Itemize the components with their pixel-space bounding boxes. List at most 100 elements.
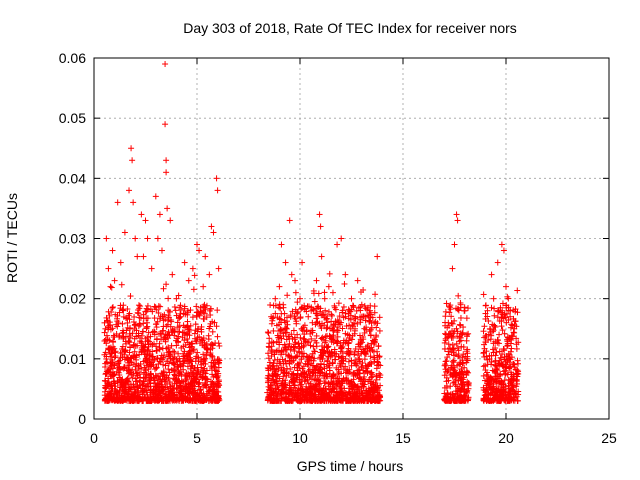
data-point bbox=[126, 310, 133, 317]
data-point bbox=[153, 347, 160, 354]
data-point bbox=[149, 348, 156, 355]
data-point bbox=[278, 310, 285, 317]
data-point bbox=[316, 211, 323, 218]
data-point bbox=[144, 337, 151, 344]
data-point bbox=[108, 362, 115, 369]
data-point bbox=[175, 372, 182, 379]
data-point bbox=[112, 311, 119, 318]
data-point bbox=[122, 387, 129, 394]
data-point bbox=[153, 336, 160, 343]
data-point bbox=[342, 271, 349, 278]
data-point bbox=[138, 348, 145, 355]
data-point bbox=[124, 355, 131, 362]
data-point bbox=[144, 302, 151, 309]
data-point bbox=[463, 315, 470, 322]
data-point bbox=[498, 323, 505, 330]
data-point bbox=[329, 289, 336, 296]
data-point bbox=[156, 211, 163, 218]
data-point bbox=[143, 315, 150, 322]
data-point bbox=[190, 347, 197, 354]
data-point bbox=[115, 319, 122, 326]
data-point bbox=[161, 352, 168, 359]
data-point bbox=[180, 360, 187, 367]
data-point bbox=[170, 397, 177, 404]
data-point bbox=[451, 241, 458, 248]
data-point bbox=[158, 247, 165, 254]
y-tick-label: 0.05 bbox=[59, 110, 86, 126]
data-point bbox=[197, 340, 204, 347]
data-point bbox=[321, 365, 328, 372]
data-point bbox=[167, 323, 174, 330]
data-point bbox=[360, 394, 367, 401]
data-point bbox=[200, 351, 207, 358]
data-point bbox=[334, 241, 341, 248]
data-point bbox=[192, 355, 199, 362]
data-point bbox=[341, 280, 348, 287]
data-point bbox=[115, 358, 122, 365]
data-point bbox=[176, 323, 183, 330]
data-point bbox=[156, 315, 163, 322]
data-point bbox=[186, 332, 193, 339]
data-point bbox=[105, 324, 112, 331]
data-point bbox=[124, 315, 131, 322]
data-point bbox=[164, 205, 171, 212]
data-point bbox=[127, 293, 134, 300]
data-point bbox=[103, 314, 110, 321]
data-point bbox=[115, 397, 122, 404]
data-point bbox=[212, 391, 219, 398]
data-point bbox=[209, 342, 216, 349]
data-point bbox=[149, 308, 156, 315]
data-point bbox=[310, 343, 317, 350]
data-point bbox=[215, 265, 222, 272]
data-point bbox=[142, 367, 149, 374]
data-point bbox=[186, 359, 193, 366]
data-point bbox=[273, 322, 280, 329]
data-point bbox=[181, 373, 188, 380]
data-point bbox=[185, 277, 192, 284]
data-point bbox=[160, 285, 167, 292]
chart-title: Day 303 of 2018, Rate Of TEC Index for r… bbox=[183, 20, 517, 36]
data-point bbox=[143, 325, 150, 332]
data-point bbox=[156, 331, 163, 338]
data-point bbox=[373, 376, 380, 383]
data-point bbox=[267, 302, 274, 309]
data-point bbox=[163, 372, 170, 379]
data-point bbox=[171, 332, 178, 339]
data-point bbox=[322, 379, 329, 386]
data-point bbox=[192, 321, 199, 328]
data-point bbox=[272, 295, 279, 302]
data-point bbox=[125, 366, 132, 373]
data-point bbox=[102, 384, 109, 391]
data-point bbox=[167, 217, 174, 224]
data-point bbox=[163, 345, 170, 352]
data-point bbox=[177, 363, 184, 370]
data-point bbox=[131, 325, 138, 332]
data-point bbox=[171, 360, 178, 367]
data-point bbox=[316, 355, 323, 362]
data-point bbox=[194, 370, 201, 377]
data-point bbox=[363, 324, 370, 331]
x-tick-label: 0 bbox=[90, 430, 98, 446]
data-point bbox=[109, 325, 116, 332]
data-point bbox=[151, 315, 158, 322]
data-point bbox=[153, 343, 160, 350]
data-point bbox=[213, 373, 220, 380]
data-point bbox=[308, 383, 315, 390]
data-point bbox=[265, 350, 272, 357]
data-point bbox=[170, 360, 177, 367]
data-point bbox=[162, 362, 169, 369]
data-point bbox=[191, 272, 198, 279]
data-point bbox=[140, 320, 147, 327]
data-point bbox=[124, 393, 131, 400]
data-point bbox=[191, 335, 198, 342]
data-point bbox=[134, 253, 141, 260]
data-point bbox=[214, 333, 221, 340]
data-point bbox=[325, 383, 332, 390]
data-point bbox=[136, 305, 143, 312]
y-axis-label: ROTI / TECUs bbox=[4, 193, 20, 283]
data-point bbox=[107, 353, 114, 360]
data-point bbox=[165, 353, 172, 360]
data-point bbox=[184, 311, 191, 318]
data-point bbox=[162, 61, 169, 68]
data-point bbox=[120, 302, 127, 309]
